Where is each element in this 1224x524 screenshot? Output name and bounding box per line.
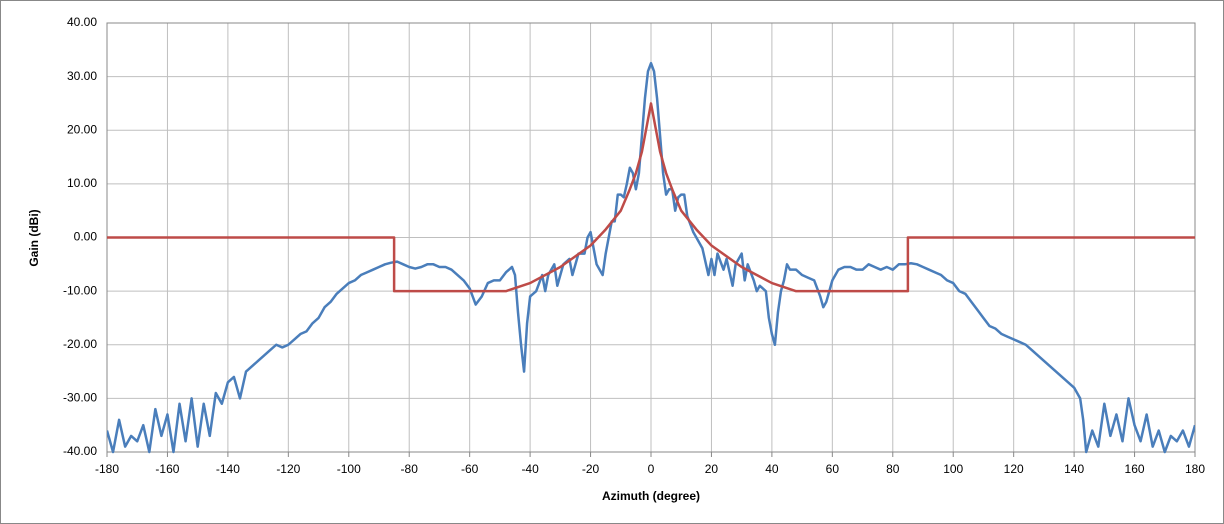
x-axis-title: Azimuth (degree) xyxy=(602,489,700,503)
x-tick-label: -140 xyxy=(216,462,240,476)
x-tick-label: 40 xyxy=(765,462,779,476)
x-tick-label: 180 xyxy=(1185,462,1205,476)
x-tick-label: -20 xyxy=(582,462,600,476)
y-tick-label: -20.00 xyxy=(63,337,97,351)
y-tick-label: 30.00 xyxy=(67,69,97,83)
x-tick-label: -80 xyxy=(401,462,419,476)
y-tick-label: -30.00 xyxy=(63,391,97,405)
x-tick-label: 140 xyxy=(1064,462,1084,476)
x-tick-label: 80 xyxy=(886,462,900,476)
x-tick-label: 120 xyxy=(1004,462,1024,476)
x-tick-label: -60 xyxy=(461,462,479,476)
x-tick-label: 20 xyxy=(705,462,719,476)
y-axis-title: Gain (dBi) xyxy=(27,209,41,266)
x-tick-label: -180 xyxy=(95,462,119,476)
y-tick-label: 20.00 xyxy=(67,122,97,136)
y-tick-label: 10.00 xyxy=(67,176,97,190)
x-tick-label: 60 xyxy=(826,462,840,476)
series-line xyxy=(107,102,1195,293)
x-tick-label: 100 xyxy=(943,462,963,476)
x-tick-label: 0 xyxy=(648,462,655,476)
series-line xyxy=(107,61,1195,454)
x-tick-label: -40 xyxy=(521,462,539,476)
y-tick-label: -40.00 xyxy=(63,444,97,458)
y-tick-label: 40.00 xyxy=(67,15,97,29)
x-tick-label: -100 xyxy=(337,462,361,476)
x-tick-label: -160 xyxy=(155,462,179,476)
y-tick-label: 0.00 xyxy=(74,230,98,244)
x-tick-label: 160 xyxy=(1125,462,1145,476)
x-tick-label: -120 xyxy=(276,462,300,476)
y-tick-label: -10.00 xyxy=(63,283,97,297)
